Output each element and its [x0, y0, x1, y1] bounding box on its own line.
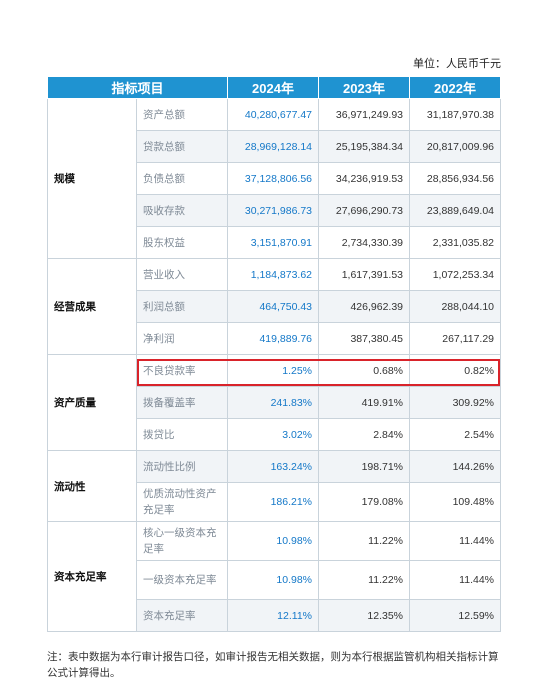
- table-row: 一级资本充足率 10.98% 11.22% 11.44%: [48, 560, 502, 600]
- financial-indicators-table: 指标项目 2024年 2023年 2022年 规模 资产总额 40,280,67…: [46, 76, 502, 632]
- value-2023: 0.68%: [318, 354, 411, 387]
- table-row: 吸收存款 30,271,986.73 27,696,290.73 23,889,…: [48, 194, 502, 227]
- row-label: 核心一级资本充足率: [135, 521, 229, 561]
- value-2022: 288,044.10: [409, 290, 502, 323]
- row-label: 不良贷款率: [135, 354, 229, 387]
- value-2022: 20,817,009.96: [409, 130, 502, 163]
- row-label: 股东权益: [135, 226, 229, 259]
- table-row: 流动性 流动性比例 163.24% 198.71% 144.26%: [47, 450, 502, 522]
- table-row: 净利润 419,889.76 387,380.45 267,117.29: [48, 322, 502, 355]
- value-2023: 1,617,391.53: [318, 258, 411, 291]
- row-label: 资本充足率: [135, 599, 229, 632]
- header-2024: 2024年: [227, 76, 320, 99]
- value-2024: 12.11%: [227, 599, 320, 632]
- table-row: 股东权益 3,151,870.91 2,734,330.39 2,331,035…: [48, 226, 502, 259]
- value-2024: 10.98%: [227, 521, 320, 561]
- value-2022: 23,889,649.04: [409, 194, 502, 227]
- group-operating: 经营成果: [47, 258, 137, 355]
- row-label: 贷款总额: [135, 130, 229, 163]
- row-label: 负债总额: [135, 162, 229, 195]
- value-2022: 144.26%: [409, 450, 502, 483]
- value-2024: 419,889.76: [227, 322, 320, 355]
- value-2024: 186.21%: [227, 482, 320, 522]
- table-row: 利润总额 464,750.43 426,962.39 288,044.10: [48, 290, 502, 323]
- table-row: 规模 资产总额 40,280,677.47 36,971,249.93 31,1…: [47, 98, 502, 259]
- value-2024: 3.02%: [227, 418, 320, 451]
- value-2023: 25,195,384.34: [318, 130, 411, 163]
- header-2022: 2022年: [409, 76, 502, 99]
- row-label: 优质流动性资产充足率: [135, 482, 229, 522]
- row-label: 营业收入: [135, 258, 229, 291]
- value-2022: 0.82%: [409, 354, 502, 387]
- row-label: 利润总额: [135, 290, 229, 323]
- table-row: 资本充足率 核心一级资本充足率 10.98% 11.22% 11.44%: [47, 521, 502, 632]
- value-2023: 11.22%: [318, 521, 411, 561]
- group-scale: 规模: [47, 98, 137, 259]
- group-asset-quality: 资产质量: [47, 354, 137, 451]
- group-liquidity: 流动性: [47, 450, 137, 522]
- value-2022: 31,187,970.38: [409, 98, 502, 131]
- value-2024: 241.83%: [227, 386, 320, 419]
- value-2023: 198.71%: [318, 450, 411, 483]
- value-2022: 11.44%: [409, 560, 502, 600]
- header-2023: 2023年: [318, 76, 411, 99]
- value-2023: 36,971,249.93: [318, 98, 411, 131]
- value-2024: 163.24%: [227, 450, 320, 483]
- value-2023: 2,734,330.39: [318, 226, 411, 259]
- value-2023: 179.08%: [318, 482, 411, 522]
- table-row: 负债总额 37,128,806.56 34,236,919.53 28,856,…: [48, 162, 502, 195]
- value-2023: 27,696,290.73: [318, 194, 411, 227]
- footnote: 注：表中数据为本行审计报告口径，如审计报告无相关数据，则为本行根据监管机构相关指…: [47, 651, 499, 679]
- value-2024: 1,184,873.62: [227, 258, 320, 291]
- value-2022: 12.59%: [409, 599, 502, 632]
- value-2023: 419.91%: [318, 386, 411, 419]
- value-2024: 1.25%: [227, 354, 320, 387]
- value-2022: 2,331,035.82: [409, 226, 502, 259]
- row-label: 一级资本充足率: [135, 560, 229, 600]
- table-row: 优质流动性资产充足率 186.21% 179.08% 109.48%: [48, 482, 502, 522]
- value-2023: 2.84%: [318, 418, 411, 451]
- header-item: 指标项目: [46, 76, 229, 99]
- row-label: 流动性比例: [135, 450, 229, 483]
- table-header-row: 指标项目 2024年 2023年 2022年: [46, 76, 502, 99]
- value-2024: 464,750.43: [227, 290, 320, 323]
- value-2023: 426,962.39: [318, 290, 411, 323]
- table-row: 贷款总额 28,969,128.14 25,195,384.34 20,817,…: [48, 130, 502, 163]
- value-2022: 109.48%: [409, 482, 502, 522]
- value-2024: 10.98%: [227, 560, 320, 600]
- row-label: 拨备覆盖率: [135, 386, 229, 419]
- value-2023: 387,380.45: [318, 322, 411, 355]
- row-label: 吸收存款: [135, 194, 229, 227]
- value-2024: 28,969,128.14: [227, 130, 320, 163]
- unit-label: 单位：人民币千元: [413, 58, 501, 70]
- value-2024: 3,151,870.91: [227, 226, 320, 259]
- value-2022: 1,072,253.34: [409, 258, 502, 291]
- table-row: 拨备覆盖率 241.83% 419.91% 309.92%: [48, 386, 502, 419]
- table-row: 资产质量 不良贷款率 1.25% 0.68% 0.82%: [47, 354, 502, 451]
- value-2022: 267,117.29: [409, 322, 502, 355]
- value-2023: 12.35%: [318, 599, 411, 632]
- value-2024: 37,128,806.56: [227, 162, 320, 195]
- value-2023: 11.22%: [318, 560, 411, 600]
- value-2023: 34,236,919.53: [318, 162, 411, 195]
- value-2022: 28,856,934.56: [409, 162, 502, 195]
- value-2022: 309.92%: [409, 386, 502, 419]
- table-row: 资本充足率 12.11% 12.35% 12.59%: [48, 599, 502, 632]
- row-label: 净利润: [135, 322, 229, 355]
- value-2024: 40,280,677.47: [227, 98, 320, 131]
- group-capital: 资本充足率: [47, 521, 137, 632]
- table-row: 经营成果 营业收入 1,184,873.62 1,617,391.53 1,07…: [47, 258, 502, 355]
- row-label: 资产总额: [135, 98, 229, 131]
- value-2022: 11.44%: [409, 521, 502, 561]
- value-2022: 2.54%: [409, 418, 502, 451]
- row-label: 拨贷比: [135, 418, 229, 451]
- value-2024: 30,271,986.73: [227, 194, 320, 227]
